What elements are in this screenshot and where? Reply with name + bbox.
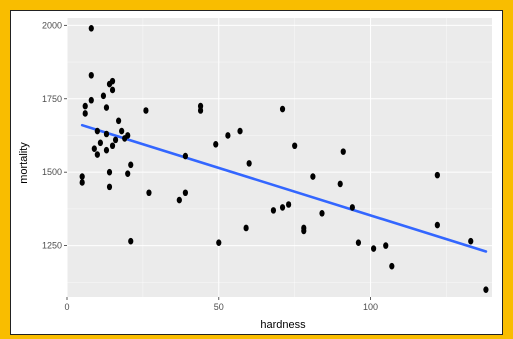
data-point	[292, 142, 298, 150]
data-point	[125, 170, 131, 177]
x-axis-title: hardness	[260, 319, 306, 331]
data-point	[125, 132, 131, 139]
data-point	[182, 189, 188, 197]
data-point	[143, 107, 149, 114]
data-point	[340, 148, 346, 155]
data-point	[103, 104, 110, 111]
regression-line	[80, 123, 488, 253]
data-point	[82, 110, 88, 117]
data-point	[100, 92, 107, 100]
data-point	[355, 239, 362, 246]
data-point	[119, 127, 125, 135]
data-point	[112, 136, 119, 144]
data-point	[97, 139, 103, 147]
data-point	[146, 189, 152, 197]
x-tick-label: 0	[64, 302, 69, 312]
data-point	[79, 179, 85, 186]
y-tick-label: 1500	[42, 167, 62, 177]
data-point	[197, 107, 204, 114]
data-point	[109, 77, 116, 85]
data-point	[383, 242, 389, 249]
data-point	[82, 102, 88, 110]
data-point	[176, 196, 182, 204]
data-point	[182, 152, 188, 160]
data-point	[128, 161, 134, 169]
data-point	[88, 71, 94, 79]
data-point	[213, 140, 219, 148]
data-point	[286, 201, 292, 208]
data-point	[468, 237, 474, 245]
data-point	[246, 160, 252, 167]
scatter-chart: 1250 1500 1750 2000 0 50 100 hardness mortalit…	[18, 18, 492, 331]
data-point	[216, 239, 222, 246]
data-point	[279, 204, 286, 211]
data-point	[371, 245, 377, 252]
y-tick-label: 2000	[42, 20, 62, 30]
data-point	[88, 24, 94, 32]
data-point	[434, 171, 440, 179]
y-tick-label: 1750	[42, 94, 62, 104]
data-point	[88, 96, 94, 104]
data-point	[103, 130, 110, 138]
data-point	[109, 142, 116, 150]
data-point	[243, 224, 249, 232]
data-point	[128, 237, 134, 245]
data-point	[94, 127, 100, 135]
data-point	[237, 127, 243, 135]
y-tick-label: 1250	[42, 241, 62, 251]
data-point	[270, 207, 277, 214]
data-point	[116, 117, 122, 125]
data-point	[301, 227, 307, 235]
data-point	[106, 168, 113, 176]
data-point	[279, 105, 286, 113]
data-point	[483, 286, 489, 293]
data-point	[389, 262, 395, 270]
data-point	[319, 210, 325, 217]
data-point	[106, 183, 113, 191]
chart-canvas: 1250 1500 1750 2000 0 50 100 hardness mortalit…	[10, 10, 503, 335]
data-point	[310, 173, 316, 180]
x-tick-label: 100	[363, 302, 378, 312]
data-point	[103, 146, 110, 154]
data-point	[109, 86, 116, 94]
data-point	[434, 221, 440, 229]
data-point	[94, 151, 100, 158]
data-point	[79, 173, 85, 180]
data-point	[337, 180, 343, 188]
y-axis-title: mortality	[18, 142, 30, 184]
data-point	[225, 132, 231, 139]
x-tick-label: 50	[214, 302, 224, 312]
data-point	[349, 204, 355, 211]
plot-panel	[67, 18, 492, 297]
data-point	[91, 145, 97, 152]
